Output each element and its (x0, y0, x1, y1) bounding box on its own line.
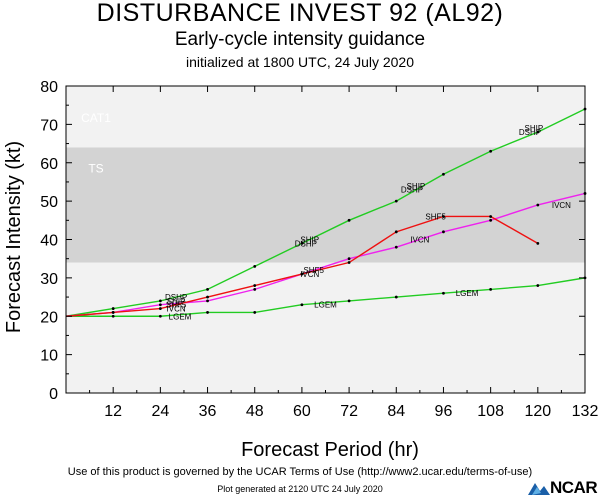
data-point-lgem (253, 311, 257, 314)
data-point-ivcn (394, 245, 398, 249)
data-point-dshp (111, 307, 115, 310)
x-tick-label: 36 (199, 403, 217, 420)
data-point-dshp (206, 287, 209, 291)
series-label-shf5: SHF5 (303, 266, 324, 275)
ncar-logo-icon (528, 483, 550, 495)
series-label-ivcn: IVCN (167, 305, 186, 314)
series-label-dshp: DSHP (519, 128, 541, 137)
data-point-dshp (347, 218, 351, 222)
series-label-shf5: SHF5 (425, 212, 446, 221)
series-label-ship: SHIP (167, 297, 186, 306)
x-tick-label: 120 (524, 403, 551, 420)
chart-subtitle: Early-cycle intensity guidance (174, 29, 426, 50)
x-tick-label: 60 (293, 403, 311, 420)
y-axis-label: Forecast Intensity (kt) (3, 141, 25, 333)
data-point-dshp (442, 172, 445, 176)
y-tick-label: 0 (49, 386, 58, 403)
data-point-dshp (536, 130, 540, 134)
data-point-ivcn (206, 299, 209, 303)
data-point-lgem (536, 284, 540, 287)
generated-text: Plot generated at 2120 UTC 24 July 2020 (217, 484, 383, 494)
band-label-ts: TS (88, 161, 103, 175)
series-label-dshp: DSHP (165, 293, 187, 302)
band-label-cat1: CAT1 (81, 111, 111, 125)
series-label-ivcn: IVCN (300, 270, 319, 279)
data-point-dshp (158, 299, 162, 303)
y-tick-label: 60 (40, 156, 58, 173)
x-tick-label: 84 (387, 403, 405, 420)
y-tick-label: 70 (40, 117, 58, 134)
data-point-lgem (206, 311, 209, 314)
y-tick-label: 40 (40, 233, 58, 250)
series-label-ivcn: IVCN (552, 201, 571, 210)
data-point-lgem (300, 303, 304, 307)
series-label-ship: SHIP (407, 182, 426, 191)
data-point-ivcn (253, 287, 257, 291)
series-label-lgem: LGEM (169, 312, 192, 321)
data-point-ivcn (489, 218, 493, 222)
initialized-text: initialized at 1800 UTC, 24 July 2020 (185, 54, 415, 70)
terms-of-use[interactable]: Use of this product is governed by the U… (67, 466, 533, 478)
series-label-dshp: DSHP (295, 239, 317, 248)
data-point-lgem (442, 291, 445, 295)
data-point-ivcn (347, 257, 351, 261)
data-point-shf5 (536, 241, 540, 245)
ncar-logo-text: NCAR (550, 478, 598, 497)
x-tick-label: 108 (477, 403, 504, 420)
data-point-shf5 (111, 311, 115, 314)
ncar-logo[interactable]: NCAR (528, 477, 598, 497)
data-point-shf5 (347, 261, 351, 264)
x-tick-label: 72 (340, 403, 358, 420)
x-tick-label: 48 (246, 403, 264, 420)
data-point-dshp (394, 199, 398, 203)
data-point-lgem (111, 314, 115, 318)
chart-title: DISTURBANCE INVEST 92 (AL92) (96, 0, 504, 27)
series-label-ship: SHIP (525, 124, 544, 133)
x-tick-label: 12 (104, 403, 122, 420)
data-point-shf5 (206, 295, 209, 299)
data-point-shf5 (394, 230, 398, 234)
series-label-lgem: LGEM (456, 289, 479, 298)
x-tick-label: 24 (151, 403, 169, 420)
series-line-lgem (66, 277, 586, 317)
y-tick-label: 20 (40, 309, 58, 326)
data-point-shf5 (253, 284, 257, 287)
data-point-dshp (253, 264, 257, 268)
series-label-ivcn: IVCN (410, 236, 429, 245)
y-tick-label: 10 (40, 348, 58, 365)
x-tick-label: 132 (572, 403, 599, 420)
data-point-lgem (158, 314, 162, 318)
series-line-dshp (65, 108, 586, 317)
series-line-ivcn (65, 192, 586, 317)
x-tick-label: 96 (435, 403, 453, 420)
data-point-lgem (347, 299, 351, 303)
y-tick-label: 80 (40, 79, 58, 96)
data-point-dshp (300, 241, 304, 245)
data-point-ivcn (442, 230, 445, 234)
data-point-lgem (394, 295, 398, 299)
y-tick-label: 50 (40, 194, 58, 211)
y-tick-label: 30 (40, 271, 58, 288)
series-label-lgem: LGEM (314, 301, 337, 310)
data-point-ivcn (536, 203, 540, 207)
series-label-dshp: DSHP (401, 186, 423, 195)
data-point-shf5 (300, 272, 304, 276)
data-point-shf5 (158, 307, 162, 310)
data-point-shf5 (442, 215, 445, 218)
data-point-lgem (489, 287, 493, 291)
x-axis-label: Forecast Period (hr) (241, 439, 419, 461)
series-label-shf5: SHF5 (166, 301, 187, 310)
data-point-shf5 (489, 215, 493, 218)
band-ts (66, 147, 585, 263)
series-label-ship: SHIP (300, 236, 319, 245)
data-point-ivcn (158, 303, 162, 307)
data-point-dshp (489, 149, 493, 153)
band-cat1 (66, 86, 585, 148)
